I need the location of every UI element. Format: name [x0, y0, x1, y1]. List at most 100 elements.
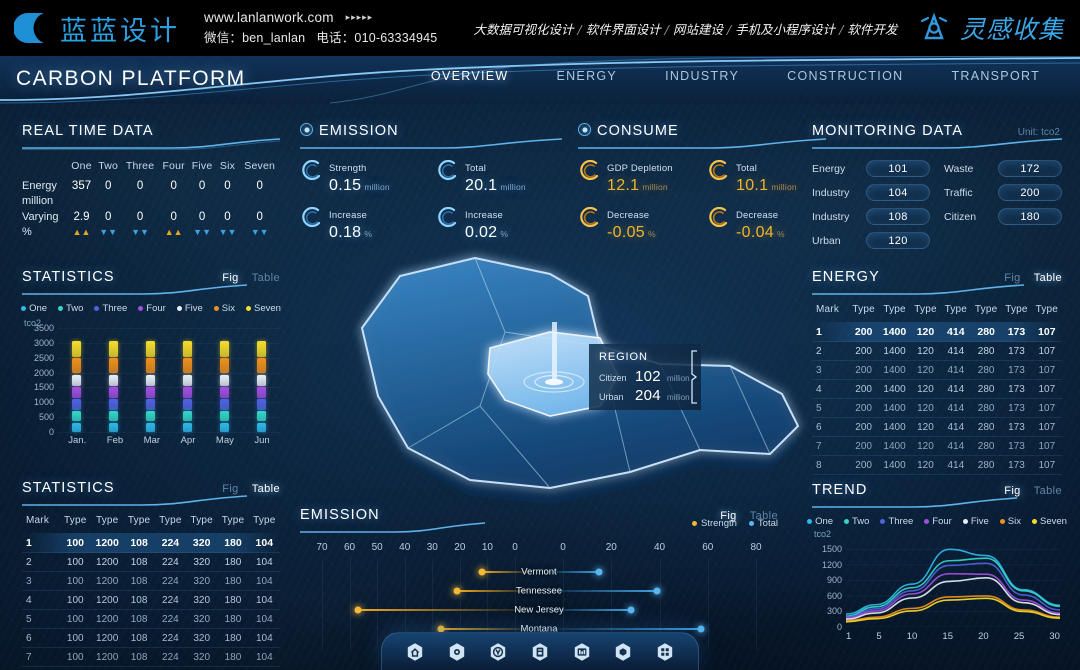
table-row[interactable]: 2 200 1400 120 414 280 173 107	[812, 341, 1062, 361]
legend-item[interactable]: One	[807, 516, 833, 527]
bar-column[interactable]	[109, 339, 118, 432]
table-row[interactable]: 2 100 1200 108 224 320 180 104	[22, 552, 280, 572]
lollipop-row[interactable]: Montana	[300, 619, 778, 638]
legend-item[interactable]: One	[21, 303, 47, 314]
bar-column[interactable]	[146, 339, 155, 432]
emission-chart-table-tab[interactable]: Table	[749, 510, 778, 522]
table-cell: 414	[940, 322, 971, 342]
table-cell: 173	[1001, 398, 1032, 418]
region-map[interactable]	[300, 236, 820, 536]
table-row[interactable]: 6 200 1400 120 414 280 173 107	[812, 417, 1062, 437]
table-row[interactable]: 7 100 1200 108 224 320 180 104	[22, 647, 280, 667]
table-row[interactable]: 5 200 1400 120 414 280 173 107	[812, 398, 1062, 418]
table-row[interactable]: 7 200 1400 120 414 280 173 107	[812, 436, 1062, 456]
nav-tab-energy[interactable]: ENERGY	[556, 69, 618, 83]
lollipop-bar-left	[481, 570, 531, 573]
axis-tick-left: 0	[512, 542, 518, 553]
bar-column[interactable]	[257, 339, 266, 432]
settings-icon[interactable]	[447, 642, 467, 662]
column-header: Mark	[816, 304, 840, 315]
legend-item[interactable]: Seven	[1032, 516, 1067, 527]
gridline	[58, 357, 280, 359]
legend-item[interactable]: Three	[880, 516, 913, 527]
emission-chart-fig-tab[interactable]: Fig	[720, 510, 737, 522]
trend-table-tab[interactable]: Table	[1033, 485, 1062, 497]
table-cell: 107	[1031, 417, 1062, 437]
table-row[interactable]: 5 100 1200 108 224 320 180 104	[22, 609, 280, 629]
axis-tick-left: 30	[426, 542, 438, 553]
rt-trend-cell	[121, 194, 159, 209]
table-row[interactable]: 8 200 1400 120 414 280 173 107	[812, 455, 1062, 475]
region-citizen-value: 102	[635, 368, 661, 385]
y-tick: 1200	[821, 559, 842, 570]
legend-item[interactable]: Five	[176, 303, 203, 314]
energy-table-tab[interactable]: Table	[1033, 272, 1062, 284]
panel-emission-kpi: EMISSION Strength 0.15 million Total 20.1 mil…	[300, 122, 562, 243]
grid-icon[interactable]	[655, 642, 675, 662]
bar-column[interactable]	[183, 339, 192, 432]
legend-item[interactable]: Two	[58, 303, 83, 314]
legend-item[interactable]: Total	[748, 518, 778, 529]
bar-segment	[146, 358, 155, 374]
table-cell: 320	[186, 609, 218, 629]
table-cell: 104	[248, 628, 280, 648]
lollipop-row[interactable]: Vermont	[300, 562, 778, 581]
rt-col-header: Four	[162, 160, 185, 172]
nav-tab-overview[interactable]: OVERVIEW	[430, 69, 509, 83]
legend-item[interactable]: Two	[844, 516, 869, 527]
x-tick: Feb	[106, 435, 124, 446]
nav-tab-construction[interactable]: CONSTRUCTION	[787, 69, 904, 83]
bar-segment	[257, 358, 266, 374]
bar-segment	[72, 422, 81, 432]
kpi-arc-icon	[300, 206, 322, 229]
kpi-unit: million	[642, 182, 668, 192]
lollipop-row[interactable]: Tennessee	[300, 581, 778, 600]
statistics-chart-fig-tab[interactable]: Fig	[222, 272, 239, 284]
nav-tab-transport[interactable]: TRANSPORT	[951, 69, 1040, 83]
panel-consume-kpi: CONSUME GDP Depletion 12.1 million Total 10.…	[578, 122, 826, 243]
monitoring-label: Traffic	[944, 186, 973, 199]
region-urban-label: Urban	[599, 392, 624, 402]
hexagon-icon[interactable]	[613, 642, 633, 662]
table-row[interactable]: 81001200108224320180104	[22, 666, 280, 670]
table-row[interactable]: 1 100 1200 108 224 320 180 104	[22, 533, 280, 553]
table-row[interactable]: 4 100 1200 108 224 320 180 104	[22, 590, 280, 610]
legend-item[interactable]: Strength	[692, 518, 737, 529]
legend-item[interactable]: Seven	[246, 303, 281, 314]
rt-row-unit: %	[22, 226, 32, 238]
bar-segment	[220, 387, 229, 398]
legend-item[interactable]: Four	[924, 516, 952, 527]
energy-fig-tab[interactable]: Fig	[1004, 272, 1021, 284]
compass-icon[interactable]	[488, 642, 508, 662]
wechat-value: ben_lanlan	[242, 30, 306, 45]
document-icon[interactable]	[530, 642, 550, 662]
legend-item[interactable]: Six	[999, 516, 1021, 527]
chart-icon[interactable]	[572, 642, 592, 662]
bar-column[interactable]	[220, 339, 229, 432]
rt-trend-cell: ▲▲	[159, 225, 189, 240]
statistics-chart-table-tab[interactable]: Table	[251, 272, 280, 284]
gridline	[659, 558, 661, 650]
column-header: Type	[190, 515, 213, 526]
legend-item[interactable]: Six	[213, 303, 235, 314]
phone-label: 电话：	[316, 30, 355, 45]
legend-item[interactable]: Five	[962, 516, 989, 527]
bar-segment	[146, 340, 155, 357]
table-row[interactable]: 6 100 1200 108 224 320 180 104	[22, 628, 280, 648]
lollipop-row[interactable]: New Jersey	[300, 600, 778, 619]
statistics-table-table-tab[interactable]: Table	[251, 483, 280, 495]
table-row[interactable]: 1 200 1400 120 414 280 173 107	[812, 322, 1062, 342]
table-row[interactable]: 3 200 1400 120 414 280 173 107	[812, 360, 1062, 380]
gridline	[58, 387, 280, 389]
legend-item[interactable]: Four	[138, 303, 166, 314]
emission-chart-title: EMISSION	[300, 507, 380, 523]
trend-fig-tab[interactable]: Fig	[1004, 485, 1021, 497]
home-icon[interactable]	[405, 642, 425, 662]
table-row[interactable]: 3 100 1200 108 224 320 180 104	[22, 571, 280, 591]
bar-column[interactable]	[72, 339, 81, 432]
nav-tab-industry[interactable]: INDUSTRY	[665, 69, 740, 83]
table-cell: 107	[1031, 341, 1062, 361]
statistics-table-fig-tab[interactable]: Fig	[222, 483, 239, 495]
table-row[interactable]: 4 200 1400 120 414 280 173 107	[812, 379, 1062, 399]
legend-item[interactable]: Three	[94, 303, 127, 314]
